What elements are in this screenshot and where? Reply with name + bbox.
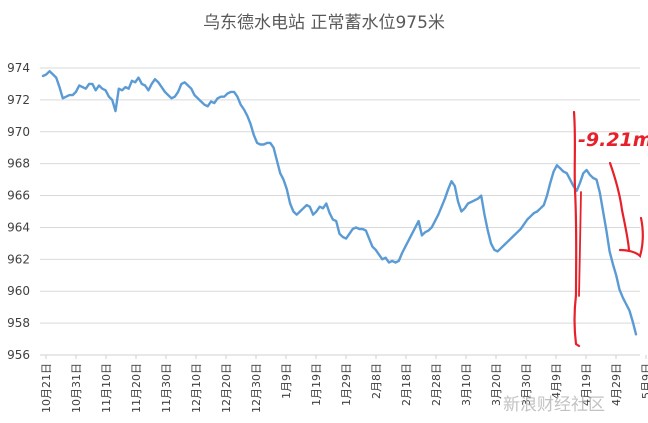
y-tick-label: 966	[7, 189, 30, 203]
x-tick-label: 1月9日	[280, 363, 293, 399]
annotation-bracket-inner	[578, 191, 582, 297]
y-tick-label: 968	[7, 157, 30, 171]
series-line	[41, 70, 638, 336]
y-tick-label: 974	[7, 61, 30, 75]
y-tick-label: 962	[7, 252, 30, 266]
x-tick-label: 11月30日	[160, 363, 173, 413]
x-tick-label: 11月20日	[130, 363, 143, 413]
chart-title: 乌东德水电站 正常蓄水位975米	[203, 13, 445, 33]
x-tick-label: 3月20日	[490, 363, 503, 406]
y-axis: 956 958 960 962 964 966 968 970 972 974	[7, 61, 30, 362]
x-tick-label: 12月20日	[220, 363, 233, 413]
annotation-label: -9.21m	[578, 129, 648, 151]
x-tick-label: 10月31日	[70, 363, 83, 413]
y-tick-label: 956	[7, 348, 30, 362]
x-tick-label: 1月19日	[310, 363, 323, 406]
x-tick-label: 2月8日	[370, 363, 383, 399]
x-tick-label: 1月29日	[340, 363, 353, 406]
x-tick-label: 4月19日	[580, 363, 593, 406]
y-tick-label: 958	[7, 316, 30, 330]
y-tick-label: 972	[7, 93, 30, 107]
gridlines	[40, 67, 640, 324]
annotation-base-stroke	[618, 216, 644, 259]
y-tick-label: 960	[7, 284, 30, 298]
annotation-trend-stroke	[608, 161, 631, 252]
watermark: 新浪财经社区	[503, 395, 605, 415]
x-axis: 10月21日 10月31日 11月10日 11月20日 11月30日 12月10日 12月2…	[40, 355, 648, 413]
x-tick-label: 2月18日	[400, 363, 413, 406]
x-tick-label: 12月10日	[190, 363, 203, 413]
y-tick-label: 964	[7, 220, 30, 234]
x-tick-label: 3月30日	[520, 363, 533, 406]
x-tick-label: 4月29日	[610, 363, 623, 406]
x-tick-label: 3月10日	[460, 363, 473, 406]
x-tick-label: 11月10日	[100, 363, 113, 413]
hand-drawn-annotation: -9.21m	[572, 110, 648, 348]
y-tick-label: 970	[7, 125, 30, 139]
annotation-drop-bracket	[572, 110, 581, 348]
x-tick-label: 5月9日	[640, 363, 648, 399]
x-tick-label: 4月9日	[550, 363, 563, 399]
x-tick-label: 10月21日	[40, 363, 53, 413]
x-tick-label: 12月30日	[250, 363, 263, 413]
x-tick-label: 2月28日	[430, 363, 443, 406]
